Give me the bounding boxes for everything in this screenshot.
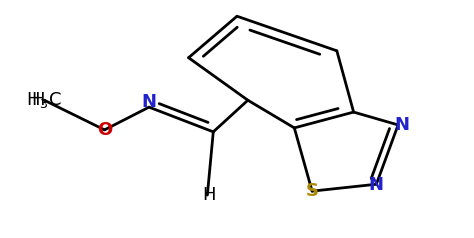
Text: N: N (142, 93, 156, 111)
Text: H$_3$C: H$_3$C (27, 90, 62, 110)
Text: O: O (97, 121, 112, 139)
Text: S: S (306, 182, 319, 200)
Text: H: H (202, 186, 216, 204)
Text: N: N (394, 116, 410, 134)
Text: N: N (369, 176, 384, 194)
Text: H: H (31, 91, 44, 109)
